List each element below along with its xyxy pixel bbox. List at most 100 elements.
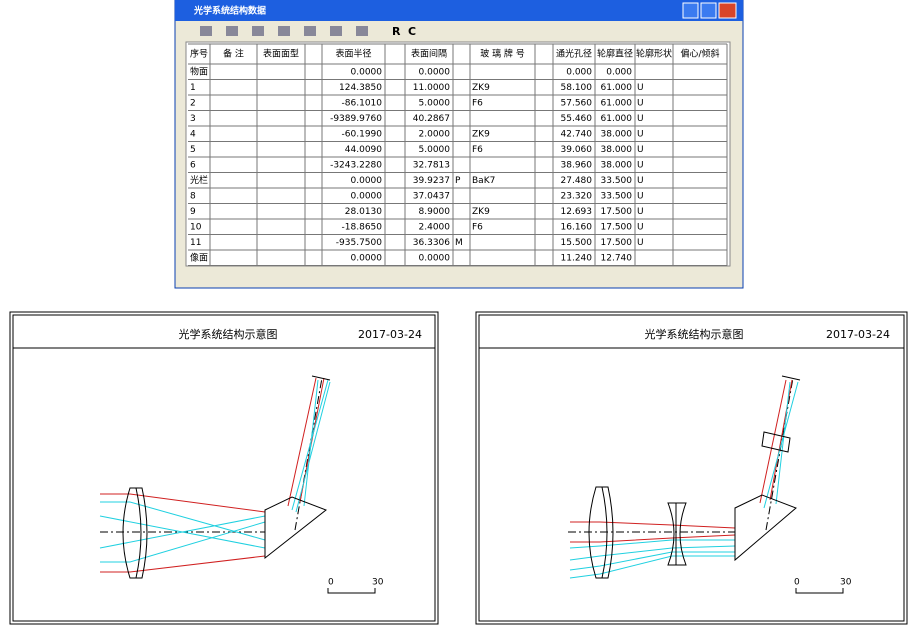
column-header: 通光孔径 — [556, 48, 592, 60]
table-cell: ZK9 — [472, 83, 490, 93]
table-cell: U — [637, 98, 644, 108]
table-cell: 33.500 — [601, 176, 633, 186]
table-cell: 0.000 — [606, 67, 632, 77]
table-cell: 4 — [190, 129, 196, 139]
minimize-button[interactable] — [682, 2, 699, 19]
title-bar — [175, 0, 743, 21]
table-cell: -935.7500 — [336, 238, 382, 248]
diagram-frame — [9, 311, 439, 625]
table-cell: 8.9000 — [419, 207, 451, 217]
table-cell: 像面 — [190, 251, 208, 263]
lens — [588, 486, 614, 579]
table-cell: 0.0000 — [419, 67, 451, 77]
lens — [667, 502, 687, 566]
table-cell: 38.000 — [601, 145, 633, 155]
column-header: 轮廓形状 — [636, 48, 672, 60]
column-header: 备 注 — [223, 48, 244, 60]
table-cell: 16.160 — [561, 222, 593, 232]
zoom-tool[interactable] — [304, 26, 316, 36]
table-cell: F6 — [472, 98, 483, 108]
table-cell: 124.3850 — [339, 83, 382, 93]
table-cell: 44.0090 — [345, 145, 382, 155]
column-header: 表面面型 — [263, 48, 299, 60]
table-cell: U — [637, 114, 644, 124]
table-cell: 5.0000 — [419, 98, 451, 108]
table-cell: 39.060 — [561, 145, 593, 155]
table-cell: 32.7813 — [413, 160, 450, 170]
table-cell: 2.4000 — [419, 222, 451, 232]
ray — [99, 379, 331, 563]
prism — [734, 494, 797, 562]
toolbar-button[interactable]: C — [408, 25, 416, 38]
diagram-date: 2017-03-24 — [358, 328, 422, 341]
diagram-title: 光学系统结构示意图 — [645, 327, 744, 341]
tool[interactable] — [356, 26, 368, 36]
diagram-title: 光学系统结构示意图 — [179, 327, 278, 341]
table-cell: 17.500 — [601, 222, 633, 232]
optical-axis — [765, 377, 794, 531]
table-cell: 6 — [190, 160, 196, 170]
table-cell: 23.320 — [561, 191, 593, 201]
table-cell: U — [637, 160, 644, 170]
table-cell: 17.500 — [601, 207, 633, 217]
table-cell: -18.8650 — [342, 222, 383, 232]
table-cell: U — [637, 83, 644, 93]
table-cell: 0.0000 — [351, 253, 383, 263]
table-cell: 3 — [190, 114, 196, 124]
table-cell: U — [637, 176, 644, 186]
table-cell: 2.0000 — [419, 129, 451, 139]
table-cell: U — [637, 145, 644, 155]
lens-group — [761, 431, 791, 453]
diagram-date: 2017-03-24 — [826, 328, 890, 341]
scale-label: 0 — [794, 578, 800, 588]
tool[interactable] — [278, 26, 290, 36]
scale-bar — [795, 588, 844, 594]
table-cell: -3243.2280 — [330, 160, 382, 170]
table-cell: 57.560 — [561, 98, 593, 108]
ray — [100, 377, 325, 573]
table-cell: ZK9 — [472, 129, 490, 139]
scale-label: 30 — [372, 578, 384, 588]
image-plane — [311, 375, 331, 381]
ray — [569, 381, 799, 579]
table-cell: 15.500 — [561, 238, 593, 248]
table-cell: -9389.9760 — [330, 114, 382, 124]
column-header: 轮廓直径 — [597, 48, 633, 60]
table-cell: 28.0130 — [345, 207, 382, 217]
column-header: 偏心/倾斜 — [680, 48, 719, 60]
table-cell: 1 — [190, 83, 196, 93]
close-button[interactable] — [718, 2, 737, 19]
table-cell: 17.500 — [601, 238, 633, 248]
prism — [264, 496, 328, 560]
tool[interactable] — [226, 26, 238, 36]
table-cell: P — [455, 176, 461, 186]
tool[interactable] — [330, 26, 342, 36]
optical-axis — [294, 377, 323, 531]
maximize-button[interactable] — [700, 2, 717, 19]
column-header: 序号 — [190, 48, 208, 60]
image-plane — [781, 375, 801, 381]
table-cell: 40.2867 — [413, 114, 450, 124]
diagram-frame — [475, 311, 908, 625]
table-cell: 0.000 — [566, 67, 592, 77]
table-cell: 38.000 — [601, 129, 633, 139]
table-cell: M — [455, 238, 463, 248]
toolbar: R C — [200, 25, 416, 38]
table-cell: 11.0000 — [413, 83, 450, 93]
table-cell: 55.460 — [561, 114, 593, 124]
table-cell: 58.100 — [561, 83, 593, 93]
table-cell: F6 — [472, 222, 483, 232]
lens — [122, 487, 148, 579]
toolbar-button[interactable]: R — [392, 25, 401, 38]
table-cell: F6 — [472, 145, 483, 155]
tool[interactable] — [252, 26, 264, 36]
table-cell: 61.000 — [601, 83, 633, 93]
scale-label: 0 — [328, 578, 334, 588]
table-body: 序号 备 注 表面面型 表面半径 表面间隔 玻 璃 牌 号 通光孔径 轮廓直径 轮廓形状 偏心/倾… — [188, 43, 728, 266]
cut-tool[interactable] — [200, 26, 212, 36]
table-cell: 光栏 — [190, 174, 208, 186]
table-cell: 27.480 — [561, 176, 593, 186]
table-cell: 61.000 — [601, 98, 633, 108]
